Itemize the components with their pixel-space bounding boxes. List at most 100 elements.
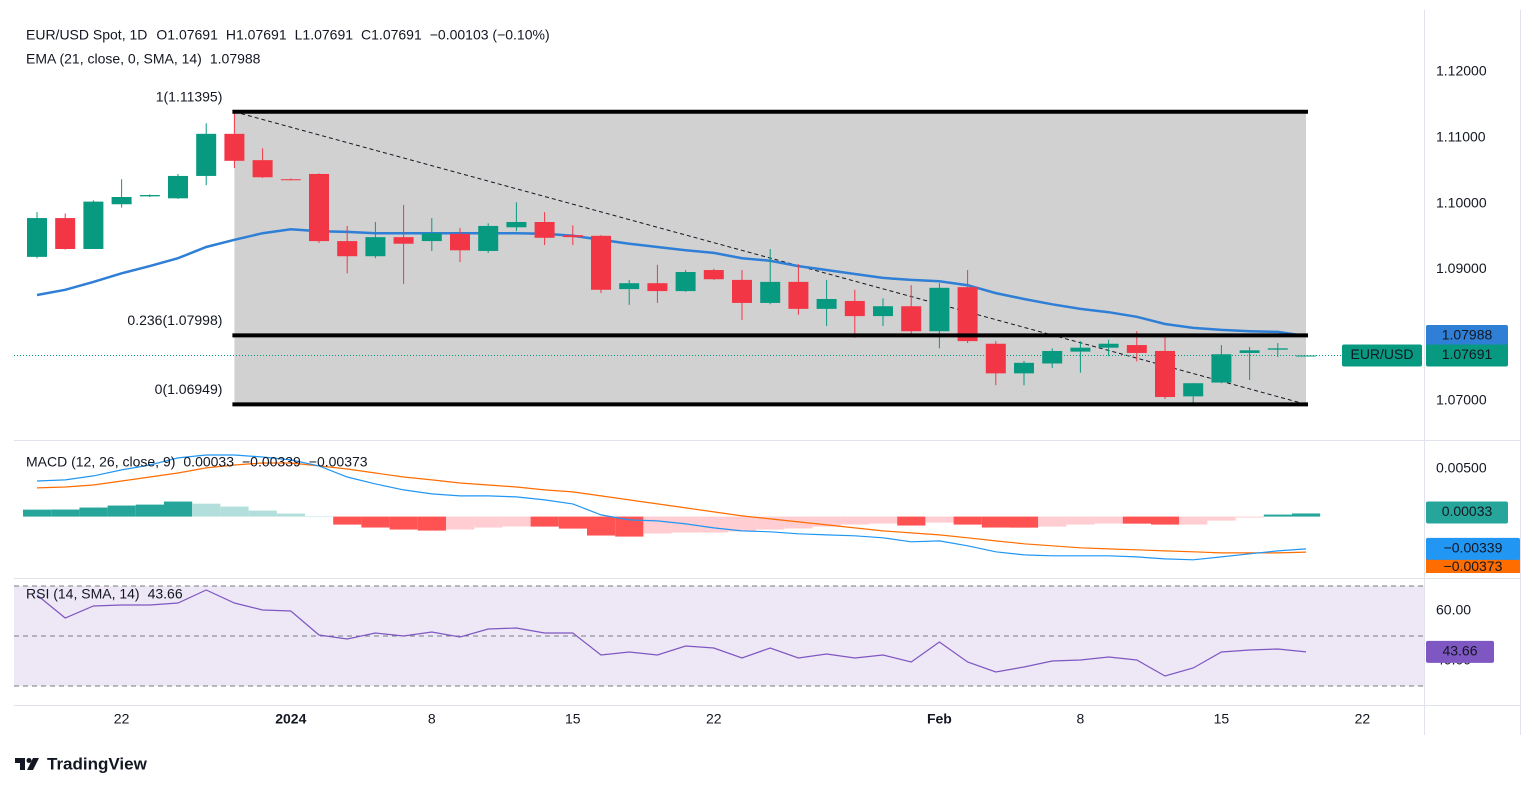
legend-text: H — [226, 27, 236, 43]
candle-body — [675, 272, 696, 292]
histogram-bar — [558, 516, 587, 529]
candle-body — [393, 237, 414, 244]
legend-text: MACD (12, 26, close, 9) — [26, 454, 175, 470]
candle-body — [1239, 350, 1260, 353]
signal-label: −0.00373 — [1444, 558, 1503, 574]
histogram-bar — [1207, 516, 1236, 521]
histogram-bar — [1292, 513, 1321, 517]
candle-body — [224, 133, 245, 161]
histogram-bar — [474, 516, 503, 528]
candle-body — [252, 160, 273, 178]
histogram-bar — [1151, 516, 1180, 525]
histogram-bar — [671, 516, 700, 533]
candle-body — [788, 281, 809, 309]
x-tick-label: 15 — [565, 711, 581, 727]
candle-body — [365, 237, 386, 257]
candle-body — [27, 218, 47, 257]
x-tick-label: 15 — [1214, 711, 1230, 727]
candle-body — [1267, 348, 1288, 350]
logo-mark — [15, 758, 25, 770]
rsi-label-box — [1426, 640, 1494, 663]
candle-body — [1014, 362, 1034, 374]
candle-body — [337, 241, 358, 257]
y-tick-label: 1.10000 — [1436, 194, 1487, 210]
candle-body — [1098, 343, 1119, 348]
time-axis: 22 2024 8 15 22 Feb 8 15 22 — [114, 711, 1371, 727]
histogram-bar — [869, 516, 898, 524]
histogram-bar — [51, 509, 80, 517]
y-tick-label: 0.00500 — [1436, 460, 1487, 476]
x-tick-label: 22 — [1355, 711, 1371, 727]
fib-label: 0.236(1.07998) — [127, 312, 222, 328]
histogram-bar — [784, 516, 813, 529]
legend-text: RSI (14, SMA, 14) — [26, 586, 140, 602]
legend-text: −0.00103 (−0.10%) — [430, 27, 550, 43]
last-price-label-box — [1426, 344, 1508, 367]
candle-body — [732, 279, 752, 303]
signal-line — [36, 462, 1307, 554]
candle-body — [873, 306, 893, 317]
candle-body — [196, 133, 217, 176]
last-price-label: 1.07691 — [1442, 346, 1493, 362]
candle-body — [1042, 350, 1063, 364]
y-tick-label: 60.00 — [1436, 602, 1471, 618]
rsi-label: 43.66 — [1442, 643, 1477, 659]
price-pane: 1(1.11395) 0.236(1.07998) 0(1.06949) 1.1200… — [14, 27, 1508, 408]
legend-text: C — [361, 27, 371, 43]
y-tick-label: 1.11000 — [1436, 128, 1486, 144]
histogram-bar — [1179, 516, 1208, 525]
histogram-bar — [840, 516, 869, 525]
rsi-line — [36, 589, 1307, 677]
histogram-bar — [1263, 514, 1292, 517]
macd-pane: −0.00373 0.00500 0.00033 −0.00339 MACD (12, … — [23, 454, 1520, 574]
symbol-label: EUR/USD — [1350, 346, 1413, 362]
price-plot — [14, 109, 1424, 407]
histogram-bar — [361, 516, 390, 528]
fib-label: 0(1.06949) — [155, 381, 223, 397]
candle-body — [55, 218, 76, 249]
histogram-bar — [276, 513, 305, 517]
y-tick-label: 1.12000 — [1436, 63, 1487, 79]
x-tick-label: 8 — [1077, 711, 1085, 727]
candle-body — [1211, 354, 1232, 383]
histogram-bar — [248, 510, 277, 517]
legend-text: O — [156, 27, 167, 43]
fib-label: 1(1.11395) — [156, 88, 223, 104]
legend-text: 0.00033 — [183, 454, 234, 470]
ema-line — [36, 227, 1307, 338]
histogram-bar — [305, 516, 334, 518]
candle-body — [83, 201, 104, 249]
histogram-bar — [812, 516, 841, 527]
histogram-bar — [925, 516, 954, 523]
legend-text: 1.07691 — [167, 27, 218, 43]
legend-text: −0.00373 — [309, 454, 368, 470]
candle-body — [1070, 347, 1091, 352]
candle-body — [591, 235, 611, 290]
candle-body — [1296, 355, 1316, 357]
y-tick-label: 1.07000 — [1436, 392, 1487, 408]
histogram-label: 0.00033 — [1442, 503, 1493, 519]
histogram-bar — [615, 516, 644, 537]
candle-body — [280, 179, 301, 181]
logo-mark — [27, 758, 39, 770]
candle-body — [760, 281, 781, 303]
histogram-bar — [389, 516, 418, 530]
x-tick-label: Feb — [927, 711, 952, 727]
macd-label: −0.00339 — [1444, 540, 1503, 556]
legend-text: 43.66 — [148, 586, 183, 602]
candle-body — [929, 287, 950, 332]
candle-body — [985, 343, 1006, 374]
legend-text: 1.07691 — [371, 27, 422, 43]
legend-text: EUR/USD Spot, 1D — [26, 27, 147, 43]
histogram-bar — [1038, 516, 1067, 527]
x-tick-label: 22 — [114, 711, 130, 727]
x-tick-label: 8 — [428, 711, 436, 727]
candle-body — [534, 222, 555, 238]
legend-text: −0.00339 — [242, 454, 301, 470]
brand: TradingView — [47, 754, 148, 773]
histogram-bar — [1010, 516, 1039, 528]
candle-body — [562, 235, 583, 238]
candle-body — [450, 233, 470, 251]
